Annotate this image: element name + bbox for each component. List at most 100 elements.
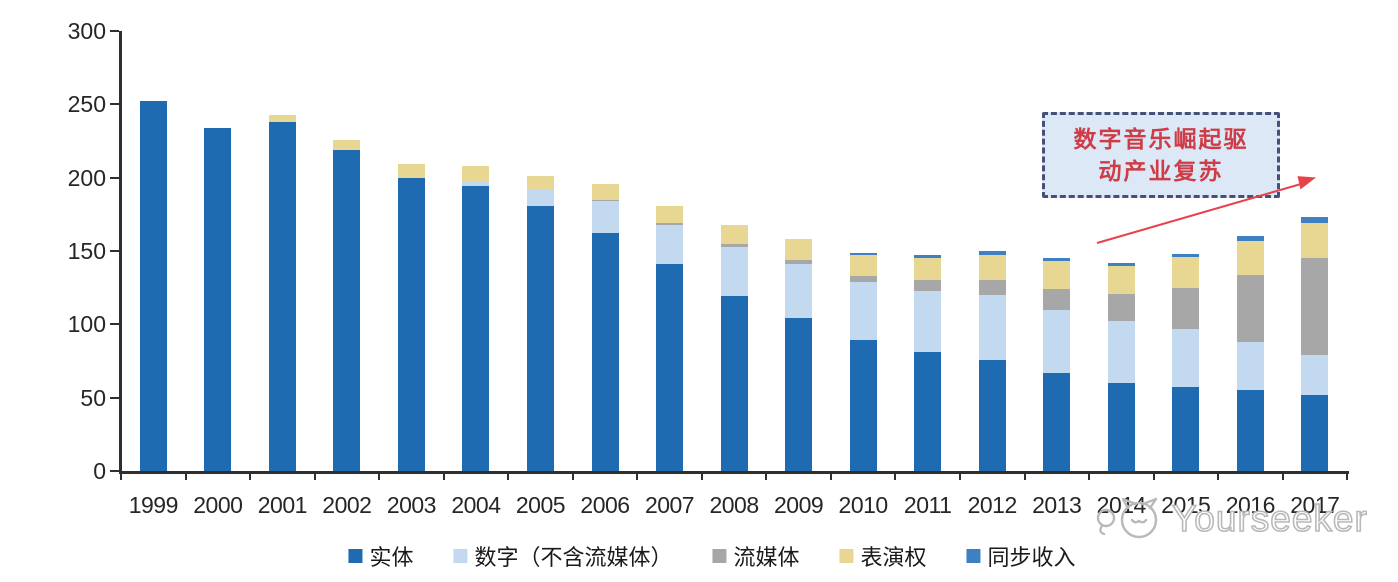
bar-2004 [462, 165, 490, 471]
x-axis-line [119, 471, 1349, 474]
legend-swatch-synchronization [966, 549, 981, 563]
x-axis-label: 2007 [644, 492, 695, 518]
bar-segment-digital-excl-streaming [462, 180, 490, 187]
y-axis-label: 100 [67, 311, 106, 338]
bar-segment-performance-rights [1107, 265, 1135, 294]
y-axis-tick [110, 323, 119, 326]
y-axis-tick [110, 396, 119, 399]
bar-segment-streaming [656, 223, 684, 225]
bar-segment-physical [1301, 394, 1329, 471]
bar-segment-physical [914, 352, 942, 471]
x-axis-tick [1217, 473, 1220, 480]
bar-segment-performance-rights [268, 114, 296, 122]
bar-segment-performance-rights [462, 165, 490, 181]
bar-2003 [397, 164, 425, 471]
bar-2015 [1172, 253, 1200, 471]
x-axis-label: 2012 [967, 492, 1018, 518]
x-axis-tick [378, 473, 381, 480]
bar-segment-performance-rights [720, 224, 748, 244]
x-axis-tick [442, 473, 445, 480]
y-axis-tick [110, 470, 119, 472]
bar-segment-digital-excl-streaming [914, 290, 942, 353]
bar-segment-physical [656, 264, 684, 471]
bar-2017 [1301, 217, 1329, 471]
bar-segment-digital-excl-streaming [1043, 309, 1071, 373]
y-axis-label: 50 [80, 384, 106, 411]
annotation-callout-box: 数字音乐崛起驱 动产业复苏 [1042, 112, 1280, 198]
bar-1999 [139, 101, 167, 471]
annotation-text-line1: 数字音乐崛起驱 [1073, 126, 1249, 152]
legend-swatch-digital-excl-streaming [453, 549, 468, 563]
y-axis-label: 150 [67, 238, 106, 264]
x-axis-label: 2005 [515, 492, 566, 518]
x-axis-tick [1152, 473, 1155, 480]
bar-segment-physical [139, 101, 167, 471]
x-axis-label: 2010 [838, 492, 889, 518]
bar-segment-physical [978, 359, 1006, 471]
bar-segment-physical [397, 177, 425, 471]
bar-segment-streaming [720, 243, 748, 247]
bar-2011 [914, 255, 942, 471]
bar-2002 [333, 139, 361, 471]
y-axis-label: 200 [67, 164, 106, 191]
x-axis-label: 2016 [1225, 492, 1276, 518]
bar-segment-synchronization [1301, 217, 1329, 224]
bar-2016 [1236, 236, 1264, 471]
legend-item-physical: 实体 [348, 540, 413, 572]
bar-segment-streaming [1236, 274, 1264, 342]
bar-segment-performance-rights [849, 255, 877, 276]
x-axis-tick [184, 473, 187, 480]
bar-segment-streaming [1172, 287, 1200, 329]
bar-segment-performance-rights [526, 176, 554, 190]
bar-2009 [785, 239, 813, 471]
y-axis-label: 0 [93, 458, 106, 484]
x-axis-tick [313, 473, 316, 480]
bar-segment-physical [333, 149, 361, 471]
x-axis-tick [636, 473, 639, 480]
bar-2001 [268, 114, 296, 471]
bar-segment-physical [849, 340, 877, 471]
legend-item-synchronization: 同步收入 [966, 540, 1076, 572]
bar-segment-physical [1043, 372, 1071, 471]
x-axis-label: 2017 [1290, 492, 1340, 518]
bar-segment-performance-rights [333, 139, 361, 150]
y-axis-line [119, 31, 122, 474]
bar-segment-digital-excl-streaming [1236, 341, 1264, 391]
annotation-text-line2: 动产业复苏 [1098, 158, 1224, 184]
x-axis-tick [120, 473, 123, 480]
bar-segment-synchronization [978, 251, 1006, 256]
bar-segment-physical [1172, 387, 1200, 471]
bar-segment-synchronization [1107, 262, 1135, 266]
bar-2005 [526, 176, 554, 471]
bar-segment-performance-rights [785, 239, 813, 260]
bar-segment-performance-rights [914, 258, 942, 281]
bar-segment-digital-excl-streaming [849, 281, 877, 341]
bar-2012 [978, 251, 1006, 471]
legend-item-performance-rights: 表演权 [839, 540, 927, 572]
bar-segment-digital-excl-streaming [1172, 328, 1200, 388]
bar-segment-physical [591, 233, 619, 471]
x-axis-label: 2009 [774, 492, 824, 518]
bar-segment-streaming [1301, 258, 1329, 356]
x-axis-tick [571, 473, 574, 480]
bar-segment-streaming [914, 280, 942, 291]
cat-logo-icon [1096, 497, 1158, 539]
legend-item-streaming: 流媒体 [712, 540, 800, 572]
y-axis-tick [110, 250, 119, 252]
bar-2013 [1043, 258, 1071, 471]
y-axis-tick [110, 176, 119, 179]
x-axis-label: 2013 [1032, 492, 1082, 518]
bar-segment-streaming [849, 275, 877, 282]
x-axis-label: 2008 [709, 492, 759, 518]
x-axis-tick [1346, 473, 1349, 480]
bar-2000 [204, 127, 232, 471]
x-axis-label: 2001 [257, 492, 308, 518]
bar-segment-physical [1236, 390, 1264, 471]
x-axis-label: 2004 [451, 492, 501, 518]
x-axis-tick [765, 473, 768, 480]
bar-segment-physical [204, 127, 232, 471]
bar-segment-streaming [1107, 293, 1135, 322]
bar-segment-performance-rights [591, 183, 619, 200]
legend-swatch-performance-rights [839, 549, 854, 563]
x-axis-label: 2014 [1096, 492, 1147, 518]
